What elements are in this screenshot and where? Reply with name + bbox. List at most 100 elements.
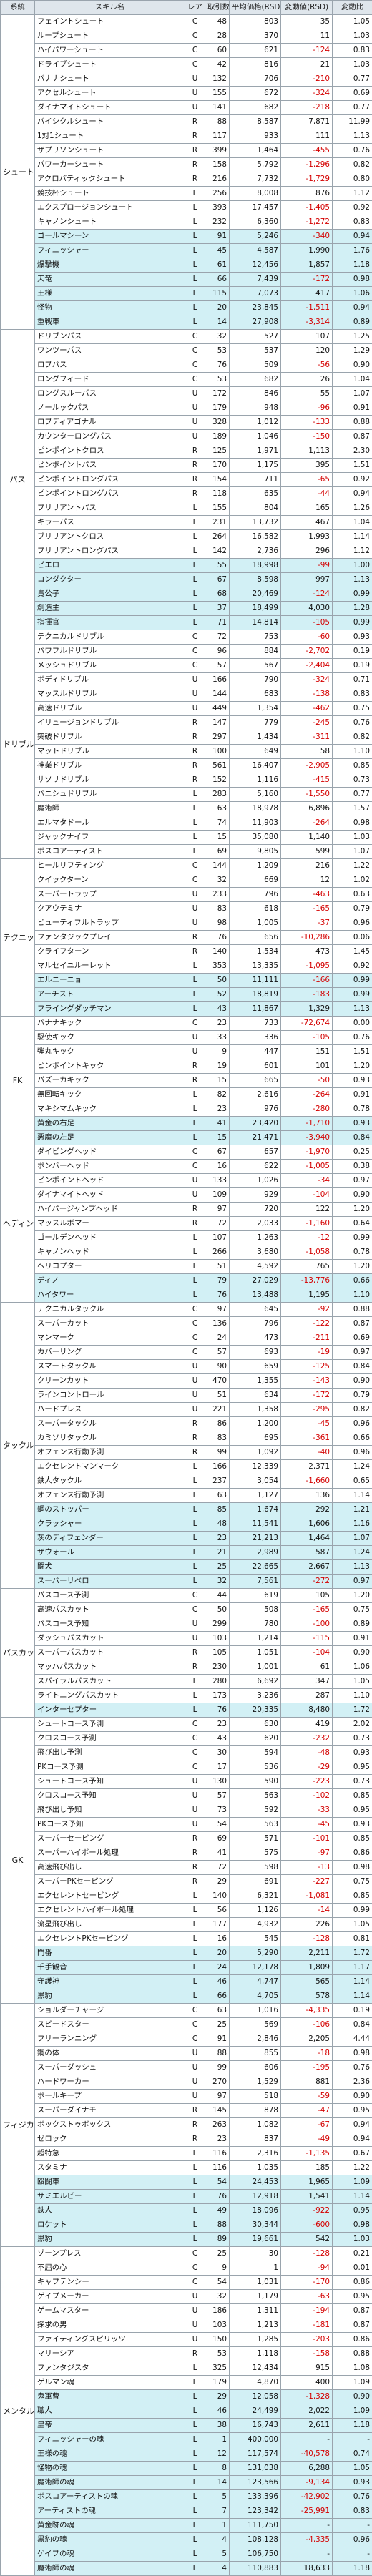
change-ratio-cell: 0.94 xyxy=(333,487,372,501)
skill-name-cell: 重戦車 xyxy=(35,315,185,330)
change-value-cell: 105 xyxy=(281,1589,333,1603)
rarity-cell: L xyxy=(185,544,205,559)
average-price-cell: 2,616 xyxy=(230,1088,281,1102)
average-price-cell: 18,998 xyxy=(230,559,281,573)
change-value-cell: -29 xyxy=(281,1760,333,1775)
trade-count-cell: 54 xyxy=(205,2276,230,2290)
trade-count-cell: 23 xyxy=(205,1532,230,1546)
rarity-cell: L xyxy=(185,1102,205,1117)
average-price-cell: 779 xyxy=(230,716,281,730)
change-ratio-cell: 0.19 xyxy=(333,2004,372,2018)
trade-count-cell: 158 xyxy=(205,158,230,172)
average-price-cell: 1,127 xyxy=(230,1489,281,1503)
rarity-cell: U xyxy=(185,2318,205,2333)
change-ratio-cell: 2.36 xyxy=(333,2075,372,2090)
trade-count-cell: 283 xyxy=(205,788,230,802)
change-ratio-cell: 1.20 xyxy=(333,1589,372,1603)
average-price-cell: 790 xyxy=(230,673,281,687)
trade-count-cell: 45 xyxy=(205,244,230,258)
change-ratio-cell: 0.97 xyxy=(333,1575,372,1589)
change-ratio-cell: 0.66 xyxy=(333,1274,372,1288)
skill-name-cell: ブリリアントクロス xyxy=(35,530,185,544)
average-price-cell: 1,035 xyxy=(230,2161,281,2175)
change-ratio-cell: 1.51 xyxy=(333,459,372,473)
skill-name-cell: 流星飛び出し xyxy=(35,1918,185,1932)
trade-count-cell: 270 xyxy=(205,2075,230,2090)
skill-name-cell: ピンポイントロングパス xyxy=(35,473,185,487)
change-value-cell: -44 xyxy=(281,487,333,501)
trade-count-cell: 1 xyxy=(205,2433,230,2447)
trade-count-cell: 63 xyxy=(205,2004,230,2018)
average-price-cell: 598 xyxy=(230,1861,281,1875)
average-price-cell: 20,335 xyxy=(230,1703,281,1718)
change-value-cell: -1,058 xyxy=(281,1245,333,1260)
skill-name-cell: スーパーダイナモ xyxy=(35,2104,185,2118)
skill-name-cell: マルセイユルーレット xyxy=(35,959,185,974)
change-ratio-cell: 0.89 xyxy=(333,315,372,330)
change-ratio-cell: 1.12 xyxy=(333,544,372,559)
change-ratio-cell: 1.20 xyxy=(333,1059,372,1074)
rarity-cell: L xyxy=(185,1975,205,1989)
change-ratio-cell: 0.63 xyxy=(333,888,372,902)
trade-count-cell: 57 xyxy=(205,1789,230,1803)
rarity-cell: L xyxy=(185,2404,205,2419)
trade-count-cell: 79 xyxy=(205,1274,230,1288)
skill-name-cell: ピンポイントロングパス xyxy=(35,487,185,501)
skill-name-cell: マキシマムキック xyxy=(35,1102,185,1117)
skill-name-cell: クロスコース予知 xyxy=(35,1789,185,1803)
skill-name-cell: エクセレントハイボール処理 xyxy=(35,1904,185,1918)
rarity-cell: L xyxy=(185,1889,205,1904)
change-value-cell: -1,550 xyxy=(281,788,333,802)
change-value-cell: - xyxy=(281,2547,333,2562)
rarity-cell: L xyxy=(185,516,205,530)
change-ratio-cell: 1.17 xyxy=(333,1961,372,1975)
average-price-cell: 18,096 xyxy=(230,2204,281,2218)
change-ratio-cell: 0.93 xyxy=(333,2476,372,2490)
change-value-cell: -33 xyxy=(281,1803,333,1818)
change-ratio-cell: 0.94 xyxy=(333,230,372,244)
trade-count-cell: 69 xyxy=(205,1832,230,1846)
change-ratio-cell: 1.05 xyxy=(333,2462,372,2476)
average-price-cell: 110,883 xyxy=(230,2562,281,2576)
average-price-cell: 12,434 xyxy=(230,2361,281,2376)
change-value-cell: -124 xyxy=(281,587,333,602)
rarity-cell: R xyxy=(185,2132,205,2147)
change-value-cell: 473 xyxy=(281,945,333,959)
change-value-cell: -128 xyxy=(281,2247,333,2261)
trade-count-cell: 166 xyxy=(205,673,230,687)
skill-name-cell: エルニーニョ xyxy=(35,974,185,988)
change-ratio-cell: 0.90 xyxy=(333,1374,372,1389)
change-ratio-cell: 0.76 xyxy=(333,2490,372,2504)
skill-name-cell: 黒豹 xyxy=(35,1989,185,2004)
change-value-cell: 2,205 xyxy=(281,2032,333,2047)
skill-name-cell: スーパータックル xyxy=(35,1417,185,1431)
average-price-cell: 13,732 xyxy=(230,516,281,530)
rarity-cell: U xyxy=(185,673,205,687)
skill-name-cell: 無回転キック xyxy=(35,1088,185,1102)
skill-name-cell: ラインコントロール xyxy=(35,1389,185,1403)
trade-count-cell: 76 xyxy=(205,1288,230,1303)
change-value-cell: -60 xyxy=(281,630,333,645)
skill-name-cell: 不屈の心 xyxy=(35,2261,185,2276)
change-ratio-cell: 1.07 xyxy=(333,845,372,859)
skill-name-cell: クアウテミナ xyxy=(35,902,185,916)
change-ratio-cell: 1.26 xyxy=(333,501,372,516)
trade-count-cell: 37 xyxy=(205,602,230,616)
change-ratio-cell: 0.91 xyxy=(333,1088,372,1102)
average-price-cell: 11,111 xyxy=(230,974,281,988)
average-price-cell: 706 xyxy=(230,72,281,87)
rarity-cell: U xyxy=(185,87,205,101)
rarity-cell: L xyxy=(185,1474,205,1489)
average-price-cell: 117,574 xyxy=(230,2447,281,2462)
average-price-cell: 929 xyxy=(230,1188,281,1203)
change-value-cell: -42,902 xyxy=(281,2490,333,2504)
change-value-cell: -361 xyxy=(281,1431,333,1446)
